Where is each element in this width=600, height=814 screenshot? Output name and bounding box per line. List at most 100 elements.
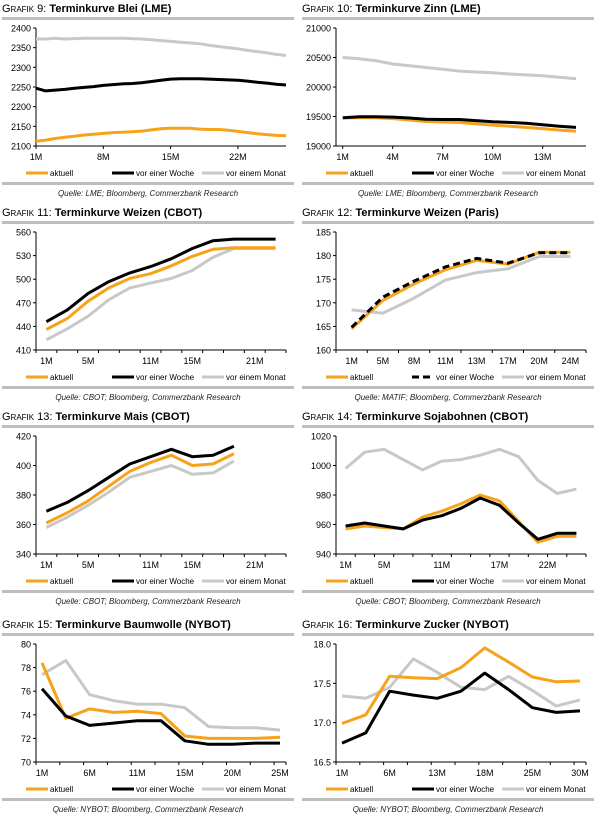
- chart-number: Grafik 11:: [2, 207, 52, 219]
- x-tick-label: 5M: [82, 356, 95, 366]
- x-tick-label: 13M: [534, 152, 552, 162]
- chart-title-text: Terminkurve Mais (CBOT): [55, 411, 190, 423]
- chart-panel-grafik-14: Grafik 14: Terminkurve Sojabohnen (CBOT)…: [302, 410, 594, 606]
- x-tick-label: 15M: [183, 560, 201, 570]
- chart-number: Grafik 16:: [302, 619, 353, 631]
- chart-title: Grafik 13: Terminkurve Mais (CBOT): [2, 410, 294, 424]
- legend-divider: [302, 590, 594, 593]
- y-tick-label: 2250: [11, 83, 31, 93]
- series-line-aktuell: [345, 493, 577, 544]
- y-tick-label: 340: [16, 550, 31, 560]
- x-tick-label: 20M: [530, 356, 548, 366]
- legend-label-monat: vor einem Monat: [226, 373, 286, 382]
- legend-divider: [302, 798, 594, 801]
- series-line-aktuell: [45, 452, 235, 525]
- chart-title: Grafik 14: Terminkurve Sojabohnen (CBOT): [302, 410, 594, 424]
- x-tick-label: 22M: [539, 560, 557, 570]
- legend-label-aktuell: aktuell: [350, 785, 373, 794]
- chart-panel-grafik-11: Grafik 11: Terminkurve Weizen (CBOT) 410…: [2, 206, 294, 402]
- y-tick-label: 170: [316, 298, 331, 308]
- series-line-woche: [45, 444, 235, 513]
- legend-label-monat: vor einem Monat: [526, 373, 586, 382]
- x-tick-label: 11M: [437, 356, 454, 366]
- chart-number: Grafik 15:: [2, 619, 53, 631]
- x-tick-label: 1M: [345, 356, 358, 366]
- y-tick-label: 2300: [11, 63, 31, 73]
- chart-source: Quelle: LME; Bloomberg, Commerzbank Rese…: [57, 189, 239, 198]
- chart-title-text: Terminkurve Baumwolle (NYBOT): [55, 619, 231, 631]
- x-tick-label: 13M: [468, 356, 486, 366]
- x-tick-label: 25M: [271, 768, 289, 778]
- x-tick-label: 1M: [36, 768, 49, 778]
- chart-source: Quelle: CBOT; Bloomberg, Commerzbank Res…: [355, 597, 541, 606]
- chart-title: Grafik 15: Terminkurve Baumwolle (NYBOT): [2, 618, 294, 632]
- x-tick-label: 11M: [142, 560, 159, 570]
- chart-panel-grafik-12: Grafik 12: Terminkurve Weizen (Paris) 16…: [302, 206, 594, 402]
- y-tick-label: 185: [316, 228, 331, 238]
- x-tick-label: 21M: [246, 560, 264, 570]
- y-tick-label: 18.0: [313, 640, 331, 650]
- y-tick-label: 2400: [11, 24, 31, 34]
- x-tick-label: 30M: [571, 768, 589, 778]
- y-tick-label: 21000: [306, 24, 331, 34]
- x-tick-label: 11M: [433, 560, 450, 570]
- x-tick-label: 21M: [246, 356, 264, 366]
- series-line-woche: [345, 496, 577, 541]
- chart-panel-grafik-13: Grafik 13: Terminkurve Mais (CBOT) 340 36…: [2, 410, 294, 606]
- chart-number: Grafik 14:: [302, 411, 353, 423]
- chart-panel-grafik-9: Grafik 9: Terminkurve Blei (LME) 2100 215…: [2, 2, 294, 198]
- y-tick-label: 360: [16, 520, 31, 530]
- x-tick-label: 6M: [83, 768, 96, 778]
- x-tick-label: 15M: [176, 768, 194, 778]
- chart-number: Grafik 12:: [302, 207, 353, 219]
- x-tick-label: 22M: [229, 152, 247, 162]
- chart-number: Grafik 9:: [2, 3, 47, 15]
- legend-label-woche: vor einer Woche: [136, 577, 195, 586]
- y-tick-label: 960: [316, 520, 331, 530]
- y-tick-label: 165: [316, 322, 331, 332]
- legend-label-monat: vor einem Monat: [526, 169, 586, 178]
- title-divider: [2, 425, 294, 428]
- x-tick-label: 1M: [40, 356, 53, 366]
- series-line-woche: [350, 251, 571, 329]
- chart-source: Quelle: LME; Bloomberg, Commerzbank Rese…: [357, 189, 539, 198]
- x-tick-label: 25M: [524, 768, 542, 778]
- y-tick-label: 16.5: [313, 758, 331, 768]
- line-chart: 16.5 17.0 17.5 18.0 1M 6M 13M 18M 25M 30M aktuell v…: [313, 640, 589, 795]
- y-tick-label: 78: [21, 663, 31, 673]
- x-tick-label: 5M: [378, 560, 391, 570]
- chart-number: Grafik 10:: [302, 3, 353, 15]
- legend-label-aktuell: aktuell: [50, 577, 73, 586]
- y-tick-label: 940: [316, 550, 331, 560]
- chart-panel-grafik-10: Grafik 10: Terminkurve Zinn (LME) 19000 1…: [302, 2, 594, 198]
- legend-divider: [2, 798, 294, 801]
- x-tick-label: 17M: [491, 560, 509, 570]
- y-tick-label: 17.5: [313, 679, 331, 689]
- y-tick-label: 470: [16, 298, 31, 308]
- x-tick-label: 18M: [476, 768, 494, 778]
- x-tick-label: 7M: [436, 152, 449, 162]
- x-tick-label: 8M: [97, 152, 110, 162]
- y-tick-label: 72: [21, 734, 31, 744]
- chart-panel-grafik-15: Grafik 15: Terminkurve Baumwolle (NYBOT)…: [2, 618, 294, 814]
- legend-label-aktuell: aktuell: [50, 785, 73, 794]
- y-tick-label: 530: [16, 251, 31, 261]
- x-tick-label: 11M: [142, 356, 159, 366]
- series-line-aktuell: [350, 250, 571, 330]
- legend-label-monat: vor einem Monat: [526, 785, 586, 794]
- series-line-woche: [45, 237, 276, 324]
- y-tick-label: 19500: [306, 112, 331, 122]
- x-tick-label: 5M: [82, 560, 95, 570]
- y-tick-label: 74: [21, 710, 31, 720]
- series-line-aktuell: [341, 646, 581, 725]
- x-tick-label: 1M: [336, 768, 349, 778]
- legend-label-monat: vor einem Monat: [226, 785, 286, 794]
- series-line-monat: [351, 255, 571, 315]
- chart-title: Grafik 11: Terminkurve Weizen (CBOT): [2, 206, 294, 220]
- series-line-woche: [35, 77, 287, 93]
- y-tick-label: 19000: [306, 142, 331, 152]
- title-divider: [302, 221, 594, 224]
- line-chart: 340 360 380 400 420 1M 5M 11M 15M 21M aktuell vor e…: [16, 432, 287, 586]
- series-line-monat: [344, 447, 577, 495]
- chart-panel-grafik-16: Grafik 16: Terminkurve Zucker (NYBOT) 16…: [302, 618, 594, 814]
